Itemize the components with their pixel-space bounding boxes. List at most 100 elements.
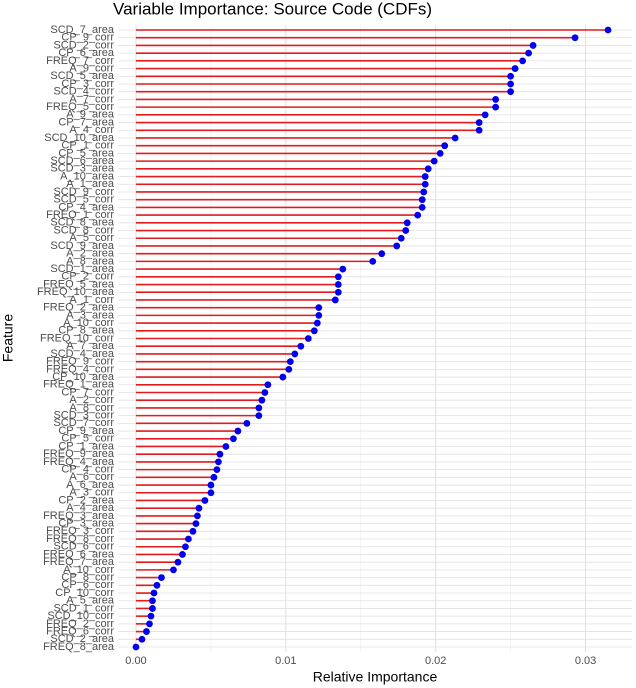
lollipop-point [424,165,432,173]
y-tick-label: A_9_area [66,109,115,121]
lollipop-point [403,219,411,227]
lollipop-point [279,373,287,381]
y-tick-label: SCD_7_area [50,24,114,36]
y-tick-label: CP_6_corr [61,579,114,591]
lollipop-point [339,265,347,273]
x-axis-label: Relative Importance [313,669,438,685]
lollipop-point [229,435,237,443]
lollipop-point [492,103,500,111]
y-tick-label: SCD_2_area [50,633,114,645]
y-tick-label: SCD_5_area [50,70,114,82]
y-tick-label: CP_2_corr [61,271,114,283]
y-tick-label: FREQ_7_area [43,556,115,568]
lollipop-point [201,497,209,504]
y-tick-label: CP_8_corr [61,571,114,583]
lollipop-point [402,227,410,234]
y-tick-label: A_3_area [66,309,115,321]
y-tick-label: SCD_9_area [50,240,114,252]
y-tick-label: A_8_area [66,255,115,267]
y-tick-label: SCD_1_area [50,263,114,275]
y-tick-label: CP_9_area [58,425,115,437]
y-tick-label: A_9_corr [69,62,114,74]
y-tick-label: A_5_area [66,595,115,607]
lollipop-point [418,196,426,204]
lollipop-point [215,458,222,466]
y-tick-label: CP_5_area [58,147,115,159]
lollipop-point [146,620,153,628]
lollipop-point [153,581,161,589]
y-tick-label: CP_9_corr [61,32,114,44]
lollipop-point [397,234,405,242]
y-tick-label: CP_7_corr [61,386,114,398]
lollipop-point [475,126,483,134]
lollipop-point [182,543,189,551]
lollipop-point [222,443,230,450]
y-tick-label: A_6_corr [69,471,114,483]
lollipop-point [189,527,197,535]
lollipop-point [207,489,215,497]
y-tick-label: FREQ_6_area [43,548,115,560]
y-tick-label: A_7_area [66,340,115,352]
lollipop-point [255,404,263,412]
y-tick-label: SCD_1_corr [53,602,114,614]
y-tick-label: SCD_9_corr [53,186,114,198]
y-tick-label: SCD_8_corr [53,224,114,236]
lollipop-point [507,88,515,96]
y-tick-label: CP_10_area [52,371,115,383]
y-tick-label: FREQ_7_corr [46,55,114,67]
y-tick-label: A_2_corr [69,394,114,406]
lollipop-point [243,419,251,427]
y-tick-label: A_4_corr [69,124,114,136]
y-tick-label: A_2_area [66,248,115,260]
lollipop-point [525,49,533,57]
chart-title: Variable Importance: Source Code (CDFs) [113,0,432,18]
y-tick-label: SCD_5_corr [53,194,114,206]
lollipop-point [195,504,203,512]
y-tick-label: CP_6_area [58,47,115,59]
y-tick-label: A_8_corr [69,402,114,414]
lollipop-point [420,188,428,196]
lollipop-point [421,173,429,180]
lollipop-point [492,96,500,103]
lollipop-point [393,242,401,250]
lollipop-point [315,311,323,319]
y-tick-label: FREQ_9_corr [46,356,114,368]
lollipop-point [258,396,266,404]
lollipop-point [529,42,537,49]
y-tick-label: CP_2_area [58,494,115,506]
lollipop-point [213,466,221,474]
lollipop-point [310,327,318,335]
y-tick-label: CP_5_corr [61,433,114,445]
y-tick-label: A_1_corr [69,294,114,306]
lollipop-point [511,65,519,72]
lollipop-point [291,350,299,358]
y-tick-label: A_6_area [66,479,115,491]
lollipop-point [507,72,515,80]
y-tick-label: FREQ_5_corr [46,101,114,113]
y-tick-label: FREQ_1_corr [46,209,114,221]
y-tick-label: CP_1_area [58,440,115,452]
y-tick-label: FREQ_6_corr [46,625,114,637]
y-tick-label: CP_7_area [58,116,115,128]
lollipop-point [261,389,269,396]
y-tick-label: FREQ_8_corr [46,533,114,545]
lollipop-point [571,34,579,42]
lollipop-point [234,427,242,435]
y-tick-label: FREQ_5_area [43,278,115,290]
lollipop-point [216,450,224,458]
y-tick-label: SCD_7_corr [53,417,114,429]
lollipop-point [286,358,294,366]
lollipop-point [138,635,146,643]
lollipop-point [149,597,156,605]
y-tick-label: FREQ_2_area [43,302,115,314]
y-tick-label: SCD_2_corr [53,39,114,51]
lollipop-point [430,157,438,165]
y-tick-label: FREQ_2_corr [46,618,114,630]
y-tick-label: FREQ_10_corr [40,332,114,344]
y-tick-label: SCD_8_area [50,217,114,229]
lollipop-point [418,203,426,211]
lollipop-point [285,365,293,373]
lollipop-point [207,481,215,489]
y-axis-label: Feature [0,314,16,362]
